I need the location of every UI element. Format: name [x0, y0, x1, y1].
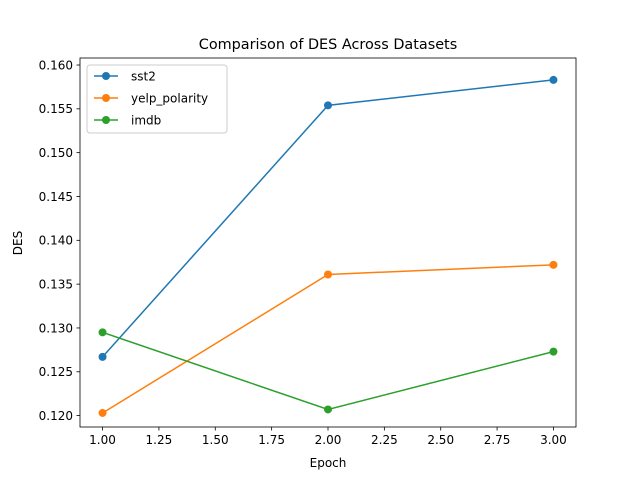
legend-label-imdb: imdb	[131, 113, 161, 127]
x-tick-label: 3.00	[540, 433, 567, 447]
y-tick-label: 0.135	[39, 277, 73, 291]
y-tick-label: 0.120	[39, 409, 73, 423]
data-point-sst2-1	[324, 101, 332, 110]
x-tick-label: 1.75	[258, 433, 285, 447]
data-point-sst2-0	[98, 352, 107, 361]
x-tick-label: 1.25	[146, 433, 173, 447]
x-tick-label: 1.50	[202, 433, 229, 447]
legend-marker-imdb	[102, 116, 110, 124]
x-tick-label: 2.75	[484, 433, 511, 447]
legend-box	[86, 64, 228, 134]
y-tick-label: 0.145	[39, 190, 73, 204]
x-tick-label: 2.25	[371, 433, 398, 447]
data-point-yelp_polarity-0	[98, 408, 107, 417]
legend-marker-sst2	[102, 72, 110, 80]
x-tick-label: 1.00	[89, 433, 116, 447]
legend-label-sst2: sst2	[131, 69, 156, 83]
data-point-yelp_polarity-2	[549, 260, 558, 269]
x-tick-label: 2.00	[315, 433, 342, 447]
data-point-imdb-1	[324, 405, 332, 414]
plot-area: 1.00 1.25 1.50 1.75 2.00 2.25 2.50 2.75 3.00 0.12…	[39, 57, 577, 447]
data-point-sst2-2	[549, 75, 558, 84]
x-tick-label: 2.50	[427, 433, 454, 447]
y-tick-label: 0.125	[39, 365, 73, 379]
y-axis-label: DES	[11, 231, 25, 255]
y-tick-label: 0.140	[39, 234, 73, 248]
y-tick-label: 0.160	[39, 58, 73, 72]
legend-marker-yelp_polarity	[102, 94, 110, 102]
data-point-imdb-2	[549, 347, 558, 356]
legend-label-yelp_polarity: yelp_polarity	[131, 91, 208, 105]
data-point-imdb-0	[98, 328, 107, 337]
y-tick-label: 0.155	[39, 102, 73, 116]
y-tick-label: 0.150	[39, 146, 73, 160]
chart-title: Comparison of DES Across Datasets	[199, 37, 457, 53]
y-tick-label: 0.130	[39, 321, 73, 335]
x-axis-label: Epoch	[310, 456, 347, 470]
data-point-yelp_polarity-1	[324, 270, 332, 279]
